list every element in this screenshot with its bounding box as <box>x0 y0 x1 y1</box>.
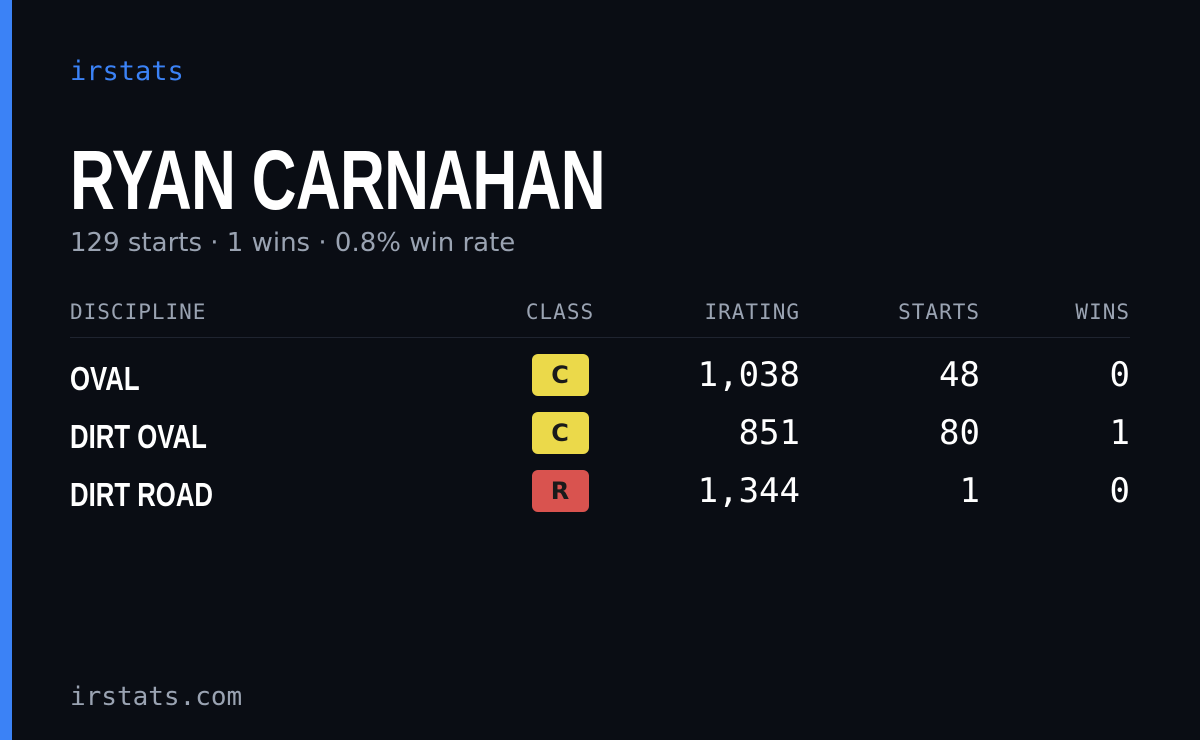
wins-value: 0 <box>1109 355 1130 395</box>
column-header: STARTS <box>898 300 980 324</box>
starts-value: 48 <box>939 355 980 395</box>
discipline: OVAL <box>70 360 140 397</box>
wins-value: 0 <box>1109 471 1130 511</box>
class-badge: C <box>531 412 589 454</box>
header-rule <box>70 337 1130 338</box>
irating-value: 1,344 <box>697 471 800 511</box>
brand: irstats <box>70 56 184 87</box>
class-badge: R <box>531 470 589 512</box>
starts-value: 1 <box>959 471 980 511</box>
column-header: CLASS <box>525 300 595 324</box>
column-header: WINS <box>1075 300 1130 324</box>
starts-value: 80 <box>939 413 980 453</box>
class-badge: C <box>531 354 589 396</box>
footer: irstats.com <box>70 682 243 712</box>
discipline: DIRT OVAL <box>70 418 207 455</box>
irating-value: 1,038 <box>697 355 800 395</box>
accent-bar <box>0 0 12 740</box>
driver-summary: 129 starts · 1 wins · 0.8% win rate <box>70 228 516 258</box>
discipline: DIRT ROAD <box>70 476 213 513</box>
driver-name: RYAN CARNAHAN <box>70 133 606 227</box>
wins-value: 1 <box>1109 413 1130 453</box>
irating-value: 851 <box>738 413 800 453</box>
column-header: IRATING <box>704 300 800 324</box>
column-header: DISCIPLINE <box>70 300 207 324</box>
